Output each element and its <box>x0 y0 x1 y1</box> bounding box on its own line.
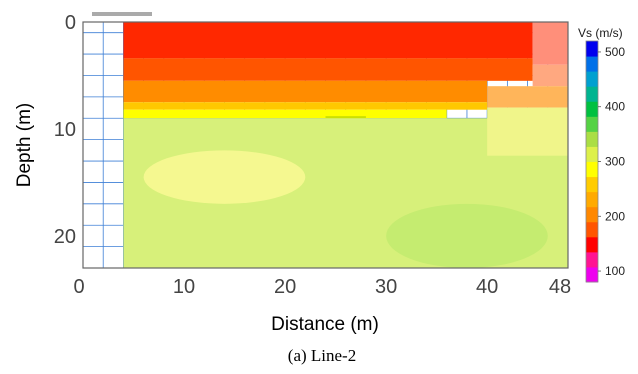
y-tick-label: 0 <box>65 12 76 34</box>
colorbar-segment <box>586 161 598 178</box>
colorbar-segment <box>586 221 598 238</box>
velocity-layer-5 <box>487 86 568 108</box>
colorbar-segment <box>586 131 598 147</box>
colorbar-segment <box>586 71 598 87</box>
colorbar-segment <box>586 176 598 193</box>
velocity-layer-1 <box>532 22 568 65</box>
x-tick-label: 20 <box>274 276 296 298</box>
x-tick-label: 48 <box>549 276 571 298</box>
velocity-layer-0 <box>123 22 533 59</box>
y-tick-label: 20 <box>54 226 76 248</box>
velocity-layer-11 <box>487 107 568 156</box>
velocity-layer-4 <box>123 80 488 103</box>
colorbar-tick-label: 400 <box>605 100 625 114</box>
figure-caption: (a) Line-2 <box>288 346 356 365</box>
colorbar-segment <box>586 146 598 162</box>
colorbar <box>585 40 599 283</box>
colorbar-segment <box>586 206 598 223</box>
plot-frame <box>82 21 569 269</box>
header-mark <box>92 12 152 16</box>
colorbar-segment <box>586 56 598 72</box>
colorbar-segment <box>586 101 598 117</box>
colorbar-tick-label: 300 <box>605 155 625 169</box>
y-tick-labels: 0 10 20 <box>54 12 76 248</box>
x-tick-label: 40 <box>476 276 498 298</box>
x-axis-title: Distance (m) <box>271 314 379 335</box>
x-tick-labels: 0 10 20 30 40 48 <box>73 276 571 298</box>
y-axis-title: Depth (m) <box>14 103 35 187</box>
x-tick-label: 30 <box>375 276 397 298</box>
velocity-layer-10 <box>143 150 306 204</box>
colorbar-tick-labels: 100 200 300 400 500 <box>598 45 625 278</box>
x-tick-label: 0 <box>73 276 84 298</box>
x-tick-label: 10 <box>173 276 195 298</box>
colorbar-tick-label: 200 <box>605 209 625 223</box>
colorbar-segment <box>586 191 598 208</box>
velocity-layer-6 <box>123 102 488 110</box>
velocity-layer-12 <box>386 203 548 268</box>
colorbar-segment <box>586 41 598 57</box>
velocity-layers <box>123 22 568 268</box>
velocity-layer-2 <box>123 58 533 81</box>
colorbar-segment <box>586 266 598 283</box>
velocity-layer-7 <box>123 109 447 119</box>
colorbar-tick-label: 500 <box>605 45 625 59</box>
colorbar-segment <box>586 116 598 132</box>
colorbar-title: Vs (m/s) <box>578 26 623 40</box>
y-tick-label: 10 <box>54 119 76 141</box>
colorbar-tick-label: 100 <box>605 264 625 278</box>
colorbar-segment <box>586 236 598 253</box>
colorbar-segment <box>586 86 598 102</box>
colorbar-segment <box>586 251 598 268</box>
velocity-layer-3 <box>532 64 568 87</box>
